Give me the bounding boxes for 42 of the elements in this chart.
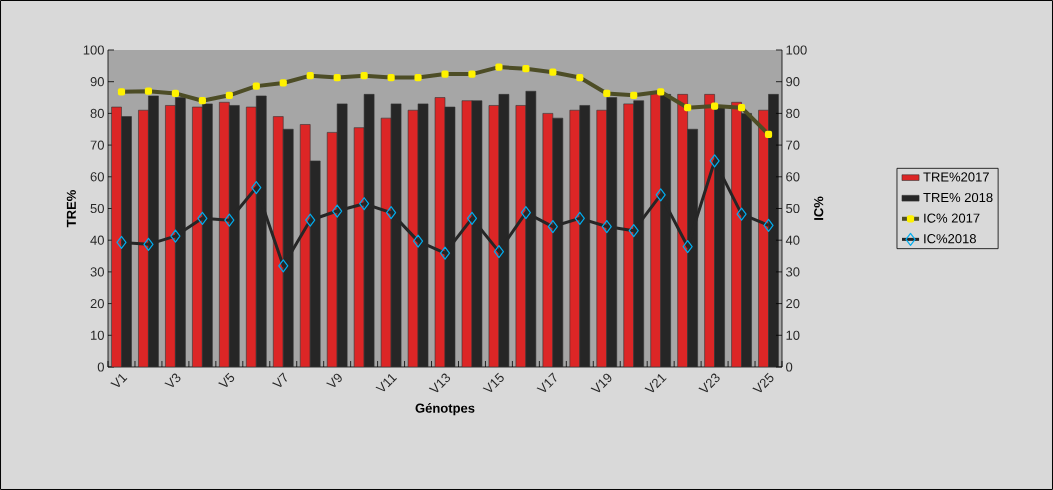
x-tick-label: V3 (164, 373, 181, 388)
x-tick-label: V5 (218, 372, 235, 387)
y-tick-label: 40 (90, 235, 104, 245)
x-tick-label: V19 (590, 373, 612, 393)
legend-label: IC%2018 (924, 234, 976, 244)
y-tick-label: 30 (90, 267, 104, 277)
y-tick-label: 90 (90, 77, 104, 87)
y2-tick-label: 20 (786, 298, 800, 309)
x-tick-label: V21 (644, 374, 667, 393)
legend-label: TRE% 2018 (923, 192, 993, 203)
y2-tick-label: 70 (786, 140, 800, 150)
y-tick-label: 70 (90, 140, 104, 150)
y2-tick-label: 90 (786, 77, 800, 87)
y-tick-label: 10 (91, 330, 104, 340)
y-tick-label: 60 (90, 172, 104, 182)
y2-tick-label: 0 (786, 362, 793, 372)
x-axis-title: Génotpes (415, 403, 475, 416)
x-tick-label: V11 (375, 373, 397, 392)
x-tick-label: V17 (536, 372, 557, 393)
y-tick-label: 0 (97, 362, 104, 372)
y2-axis-title: IC% (814, 196, 824, 220)
y-tick-label: 100 (83, 45, 104, 55)
x-tick-label: V25 (752, 372, 774, 393)
y2-tick-label: 30 (786, 267, 800, 277)
y-axis-title: TRE% (66, 190, 76, 228)
x-tick-label: V1 (110, 373, 128, 387)
y2-tick-label: 60 (786, 172, 800, 182)
y2-tick-label: 80 (786, 108, 800, 118)
legend-label: TRE%2017 (923, 172, 989, 182)
y2-tick-label: 50 (786, 203, 800, 214)
y-tick-label: 80 (90, 108, 104, 118)
x-tick-label: V15 (482, 372, 504, 393)
y2-tick-label: 100 (786, 45, 807, 55)
y-tick-label: 50 (90, 203, 104, 214)
x-tick-label: V23 (698, 373, 720, 393)
x-tick-label: V9 (326, 373, 342, 388)
y2-tick-label: 40 (785, 235, 800, 245)
y2-tick-label: 10 (786, 330, 800, 340)
y-tick-label: 20 (90, 298, 104, 309)
x-tick-label: V7 (272, 372, 287, 387)
x-tick-label: V13 (428, 373, 451, 393)
legend-label: IC% 2017 (924, 213, 980, 223)
